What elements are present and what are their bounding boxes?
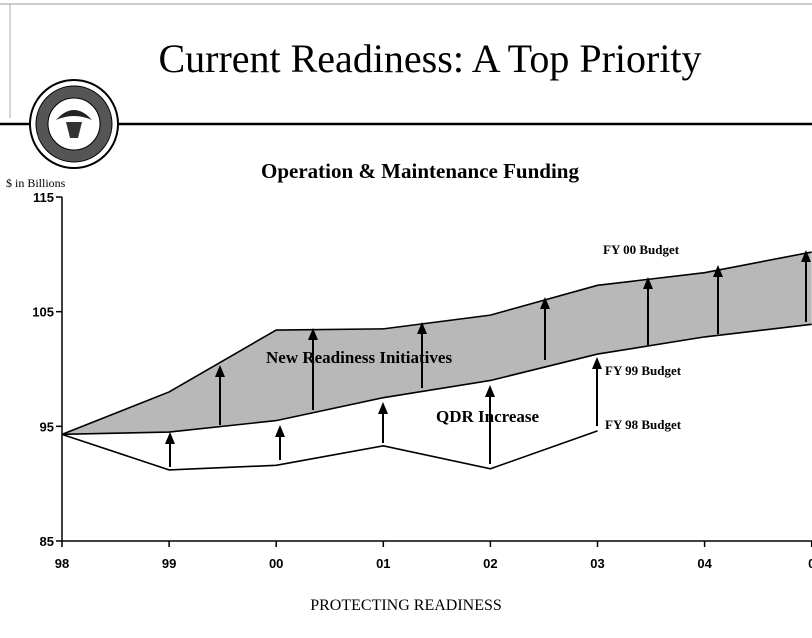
arrow-head <box>165 432 175 444</box>
x-tick-label: 98 <box>55 556 69 571</box>
title: Current Readiness: A Top Priority <box>158 36 701 81</box>
x-tick-label: 04 <box>697 556 712 571</box>
arrow-head <box>417 322 427 334</box>
annotation: QDR Increase <box>436 407 540 426</box>
arrow-head <box>275 425 285 437</box>
seal <box>29 79 119 169</box>
x-tick-label: 01 <box>376 556 390 571</box>
arrow-head <box>308 328 318 340</box>
arrow-head <box>540 297 550 309</box>
x-tick-label: 03 <box>590 556 604 571</box>
arrow-head <box>215 365 225 377</box>
series-label: FY 98 Budget <box>605 417 682 432</box>
arrow-head <box>643 277 653 289</box>
arrows <box>165 250 811 467</box>
series-line <box>61 251 812 436</box>
series-line <box>61 430 598 471</box>
arrow-head <box>592 357 602 369</box>
annotation: New Readiness Initiatives <box>266 348 452 367</box>
subtitle: Operation & Maintenance Funding <box>261 159 579 183</box>
series-label: FY 00 Budget <box>603 242 680 257</box>
series-label: FY 99 Budget <box>605 363 682 378</box>
x-tick-label: 02 <box>483 556 497 571</box>
series-line <box>61 323 812 436</box>
y-axis-label: $ in Billions <box>6 176 66 190</box>
arrow-head <box>713 265 723 277</box>
arrow-head <box>485 385 495 397</box>
band <box>62 252 812 435</box>
y-tick-label: 115 <box>33 190 54 205</box>
arrow-head <box>378 402 388 414</box>
plot: 85 95 105 115 98 99 00 01 02 03 04 0 <box>32 190 812 571</box>
x-tick-label: 0 <box>808 556 812 571</box>
y-tick-label: 105 <box>32 305 54 320</box>
arrow-head <box>801 250 811 262</box>
x-tick-label: 00 <box>269 556 283 571</box>
footer: PROTECTING READINESS <box>310 597 502 614</box>
y-tick-label: 95 <box>40 419 54 434</box>
y-tick-label: 85 <box>40 534 54 549</box>
x-tick-label: 99 <box>162 556 176 571</box>
